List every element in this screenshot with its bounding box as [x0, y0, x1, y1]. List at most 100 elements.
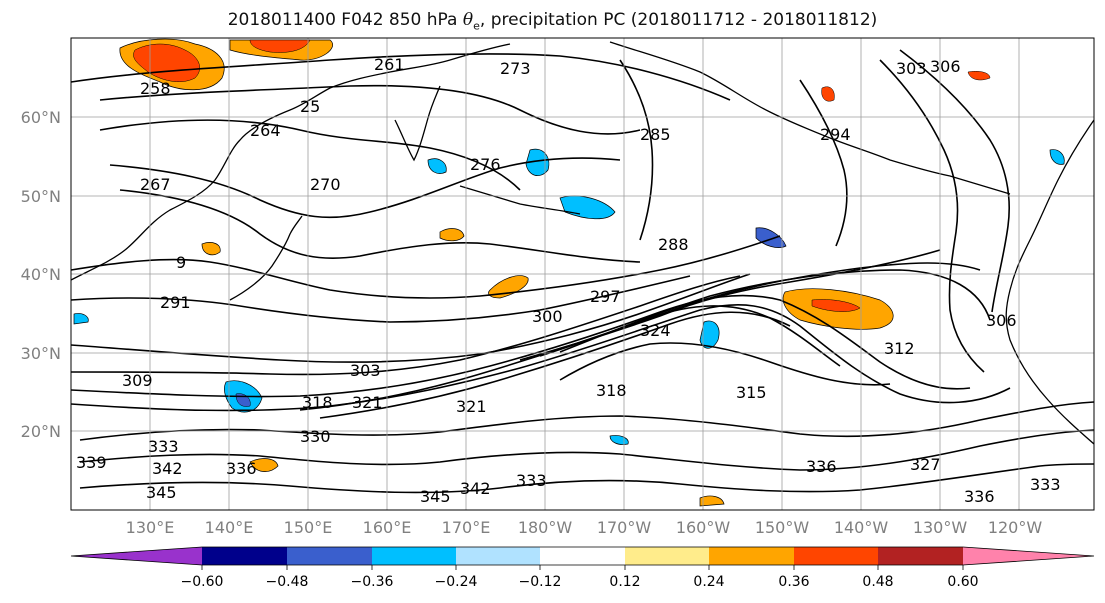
contour-line	[71, 275, 691, 323]
precip-positive-area	[249, 458, 279, 472]
colorbar-segment	[709, 547, 794, 565]
contour-labels: 261 273 258 264 25 267 270 276 285 294 3…	[76, 55, 1061, 506]
colorbar-segment	[794, 547, 878, 565]
contour-line	[79, 463, 1094, 494]
contour-line	[799, 79, 848, 247]
contour-line	[619, 59, 654, 241]
colorbar-label: −0.24	[435, 574, 478, 590]
map-title: 2018011400 F042 850 hPa θe, precipitatio…	[227, 10, 878, 33]
contour-label: 270	[310, 175, 341, 194]
contour-line	[71, 53, 731, 101]
colorbar-label: −0.36	[351, 574, 394, 590]
contour-label: 300	[532, 307, 563, 326]
contour-label: 315	[736, 383, 767, 402]
colorbar-segment	[372, 547, 456, 565]
lon-label: 170°W	[597, 518, 652, 537]
colorbar-tick-labels: −0.60 −0.48 −0.36 −0.24 −0.12 0.12 0.24 …	[181, 574, 979, 590]
contour-label: 291	[160, 293, 191, 312]
contour-label: 318	[596, 381, 627, 400]
contour-label: 327	[910, 455, 941, 474]
contour-label: 321	[456, 397, 487, 416]
contour-label: 306	[986, 311, 1017, 330]
colorbar-label: −0.48	[266, 574, 309, 590]
contour-label: 309	[122, 371, 153, 390]
contour-line	[879, 59, 985, 373]
contour-label: 273	[500, 59, 531, 78]
coastline-north-america	[1005, 119, 1094, 445]
contour-line	[899, 49, 1010, 313]
contour-label: 288	[658, 235, 689, 254]
contour-line	[79, 429, 1094, 471]
precip-positive-area	[699, 495, 725, 507]
lon-label: 130°E	[126, 518, 175, 537]
contour-label: 345	[420, 487, 451, 506]
contour-line	[99, 84, 641, 135]
contour-label: 336	[964, 487, 995, 506]
contour-label: 342	[152, 459, 183, 478]
contour-label: 321	[352, 393, 383, 412]
precip-positive-area	[201, 242, 221, 256]
lon-label: 120°W	[988, 518, 1043, 537]
theta-e-contours	[71, 49, 1094, 494]
precip-negative-area	[1049, 149, 1065, 165]
colorbar-extend-high	[963, 547, 1094, 565]
lon-label: 150°E	[284, 518, 333, 537]
colorbar-segment	[287, 547, 372, 565]
precip-positive-area	[821, 86, 835, 102]
coastline-japan	[229, 215, 303, 301]
colorbar: −0.60 −0.48 −0.36 −0.24 −0.12 0.12 0.24 …	[70, 546, 1095, 590]
contour-line	[559, 269, 991, 353]
lat-label: 60°N	[21, 108, 61, 127]
contour-line	[559, 342, 891, 386]
colorbar-label: 0.24	[693, 574, 724, 590]
contour-label: 333	[148, 437, 179, 456]
contour-label: 258	[140, 79, 171, 98]
colorbar-label: −0.60	[181, 574, 224, 590]
lon-label: 140°E	[205, 518, 254, 537]
contour-label: 261	[374, 55, 405, 74]
lat-label: 50°N	[21, 187, 61, 206]
precip-negative-area	[73, 313, 89, 325]
contour-label: 333	[1030, 475, 1061, 494]
contour-line	[71, 273, 751, 363]
contour-label: 303	[896, 59, 927, 78]
contour-line	[71, 304, 1011, 412]
colorbar-segment	[456, 547, 540, 565]
contour-label: 264	[250, 121, 281, 140]
contour-line	[71, 275, 741, 376]
colorbar-label: 0.60	[947, 574, 978, 590]
contour-line	[71, 294, 971, 398]
contour-label: 25	[300, 97, 320, 116]
contour-line	[109, 157, 621, 219]
contour-label: 336	[226, 459, 257, 478]
contour-label: 297	[590, 287, 621, 306]
contour-line	[79, 401, 1094, 441]
map-frame	[70, 37, 1095, 511]
contour-label: 333	[516, 471, 547, 490]
coastline-alaska	[609, 41, 1011, 195]
contour-label: 339	[76, 453, 107, 472]
contour-label: 336	[806, 457, 837, 476]
colorbar-segment	[625, 547, 709, 565]
contour-line	[71, 235, 781, 299]
colorbar-label: 0.36	[778, 574, 809, 590]
contour-label: 9	[176, 253, 186, 272]
lat-label: 30°N	[21, 344, 61, 363]
lon-label: 140°W	[834, 518, 889, 537]
colorbar-segment	[202, 547, 287, 565]
colorbar-label: 0.12	[609, 574, 640, 590]
contour-label: 330	[300, 427, 331, 446]
map-plot-area: 261 273 258 264 25 267 270 276 285 294 3…	[71, 38, 1094, 510]
lon-label: 160°E	[363, 518, 412, 537]
contour-label: 303	[350, 361, 381, 380]
colorbar-extend-low	[71, 547, 202, 565]
colorbar-label: 0.48	[862, 574, 893, 590]
graticule	[71, 38, 1094, 510]
contour-label: 324	[640, 321, 671, 340]
contour-label: 312	[884, 339, 915, 358]
coastline-aleutians	[459, 185, 581, 215]
latitude-labels: 60°N 50°N 40°N 30°N 20°N	[21, 108, 61, 441]
contour-label: 342	[460, 479, 491, 498]
lat-label: 40°N	[21, 265, 61, 284]
